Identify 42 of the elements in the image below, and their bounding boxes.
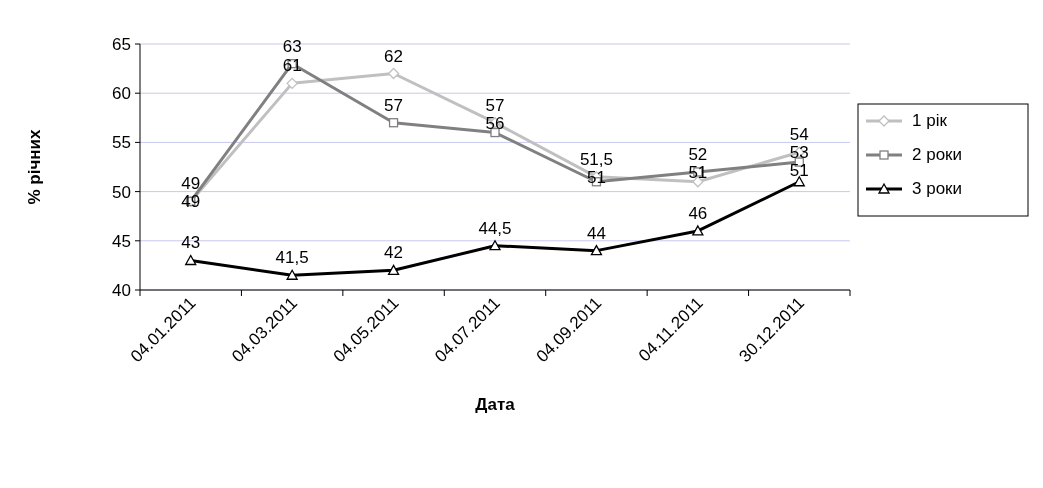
- point: [793, 176, 805, 187]
- data-label: 41,5: [275, 248, 309, 268]
- x-axis-title: Дата: [475, 395, 516, 414]
- point: [590, 244, 603, 256]
- data-label: 44: [586, 223, 606, 243]
- legend-label: 2 роки: [912, 145, 963, 164]
- data-label: 53: [789, 143, 809, 163]
- data-label: 46: [688, 203, 708, 223]
- data-label: 49: [181, 174, 201, 194]
- data-label: 43: [181, 233, 201, 253]
- point: [388, 118, 399, 128]
- data-label: 51,5: [579, 149, 613, 169]
- data-label: 44,5: [478, 218, 512, 238]
- point: [387, 67, 400, 80]
- legend-label: 1 рік: [912, 111, 948, 130]
- y-tick-label: 45: [112, 231, 131, 251]
- y-axis-title: % річних: [25, 128, 44, 205]
- y-tick-label: 40: [112, 280, 131, 300]
- data-label: 51: [789, 161, 809, 181]
- data-label: 42: [384, 243, 404, 263]
- data-label: 51: [688, 162, 708, 182]
- data-label: 57: [384, 95, 404, 115]
- point: [489, 240, 501, 251]
- data-label: 61: [282, 56, 302, 76]
- data-label: 54: [789, 125, 809, 145]
- data-label: 63: [282, 36, 302, 56]
- data-label: 57: [485, 95, 505, 115]
- y-tick-label: 65: [112, 34, 131, 54]
- data-label: 51: [586, 167, 606, 187]
- data-label: 49: [181, 192, 201, 212]
- data-label: 52: [688, 144, 708, 164]
- y-tick-label: 55: [112, 133, 131, 153]
- legend-label: 3 роки: [912, 179, 963, 198]
- point: [185, 254, 197, 266]
- data-label: 62: [384, 46, 404, 66]
- point: [387, 264, 400, 275]
- point: [286, 77, 298, 90]
- point: [692, 225, 704, 236]
- data-label: 56: [485, 113, 505, 133]
- y-tick-label: 50: [112, 182, 131, 202]
- y-tick-label: 60: [112, 84, 131, 104]
- point: [286, 269, 298, 280]
